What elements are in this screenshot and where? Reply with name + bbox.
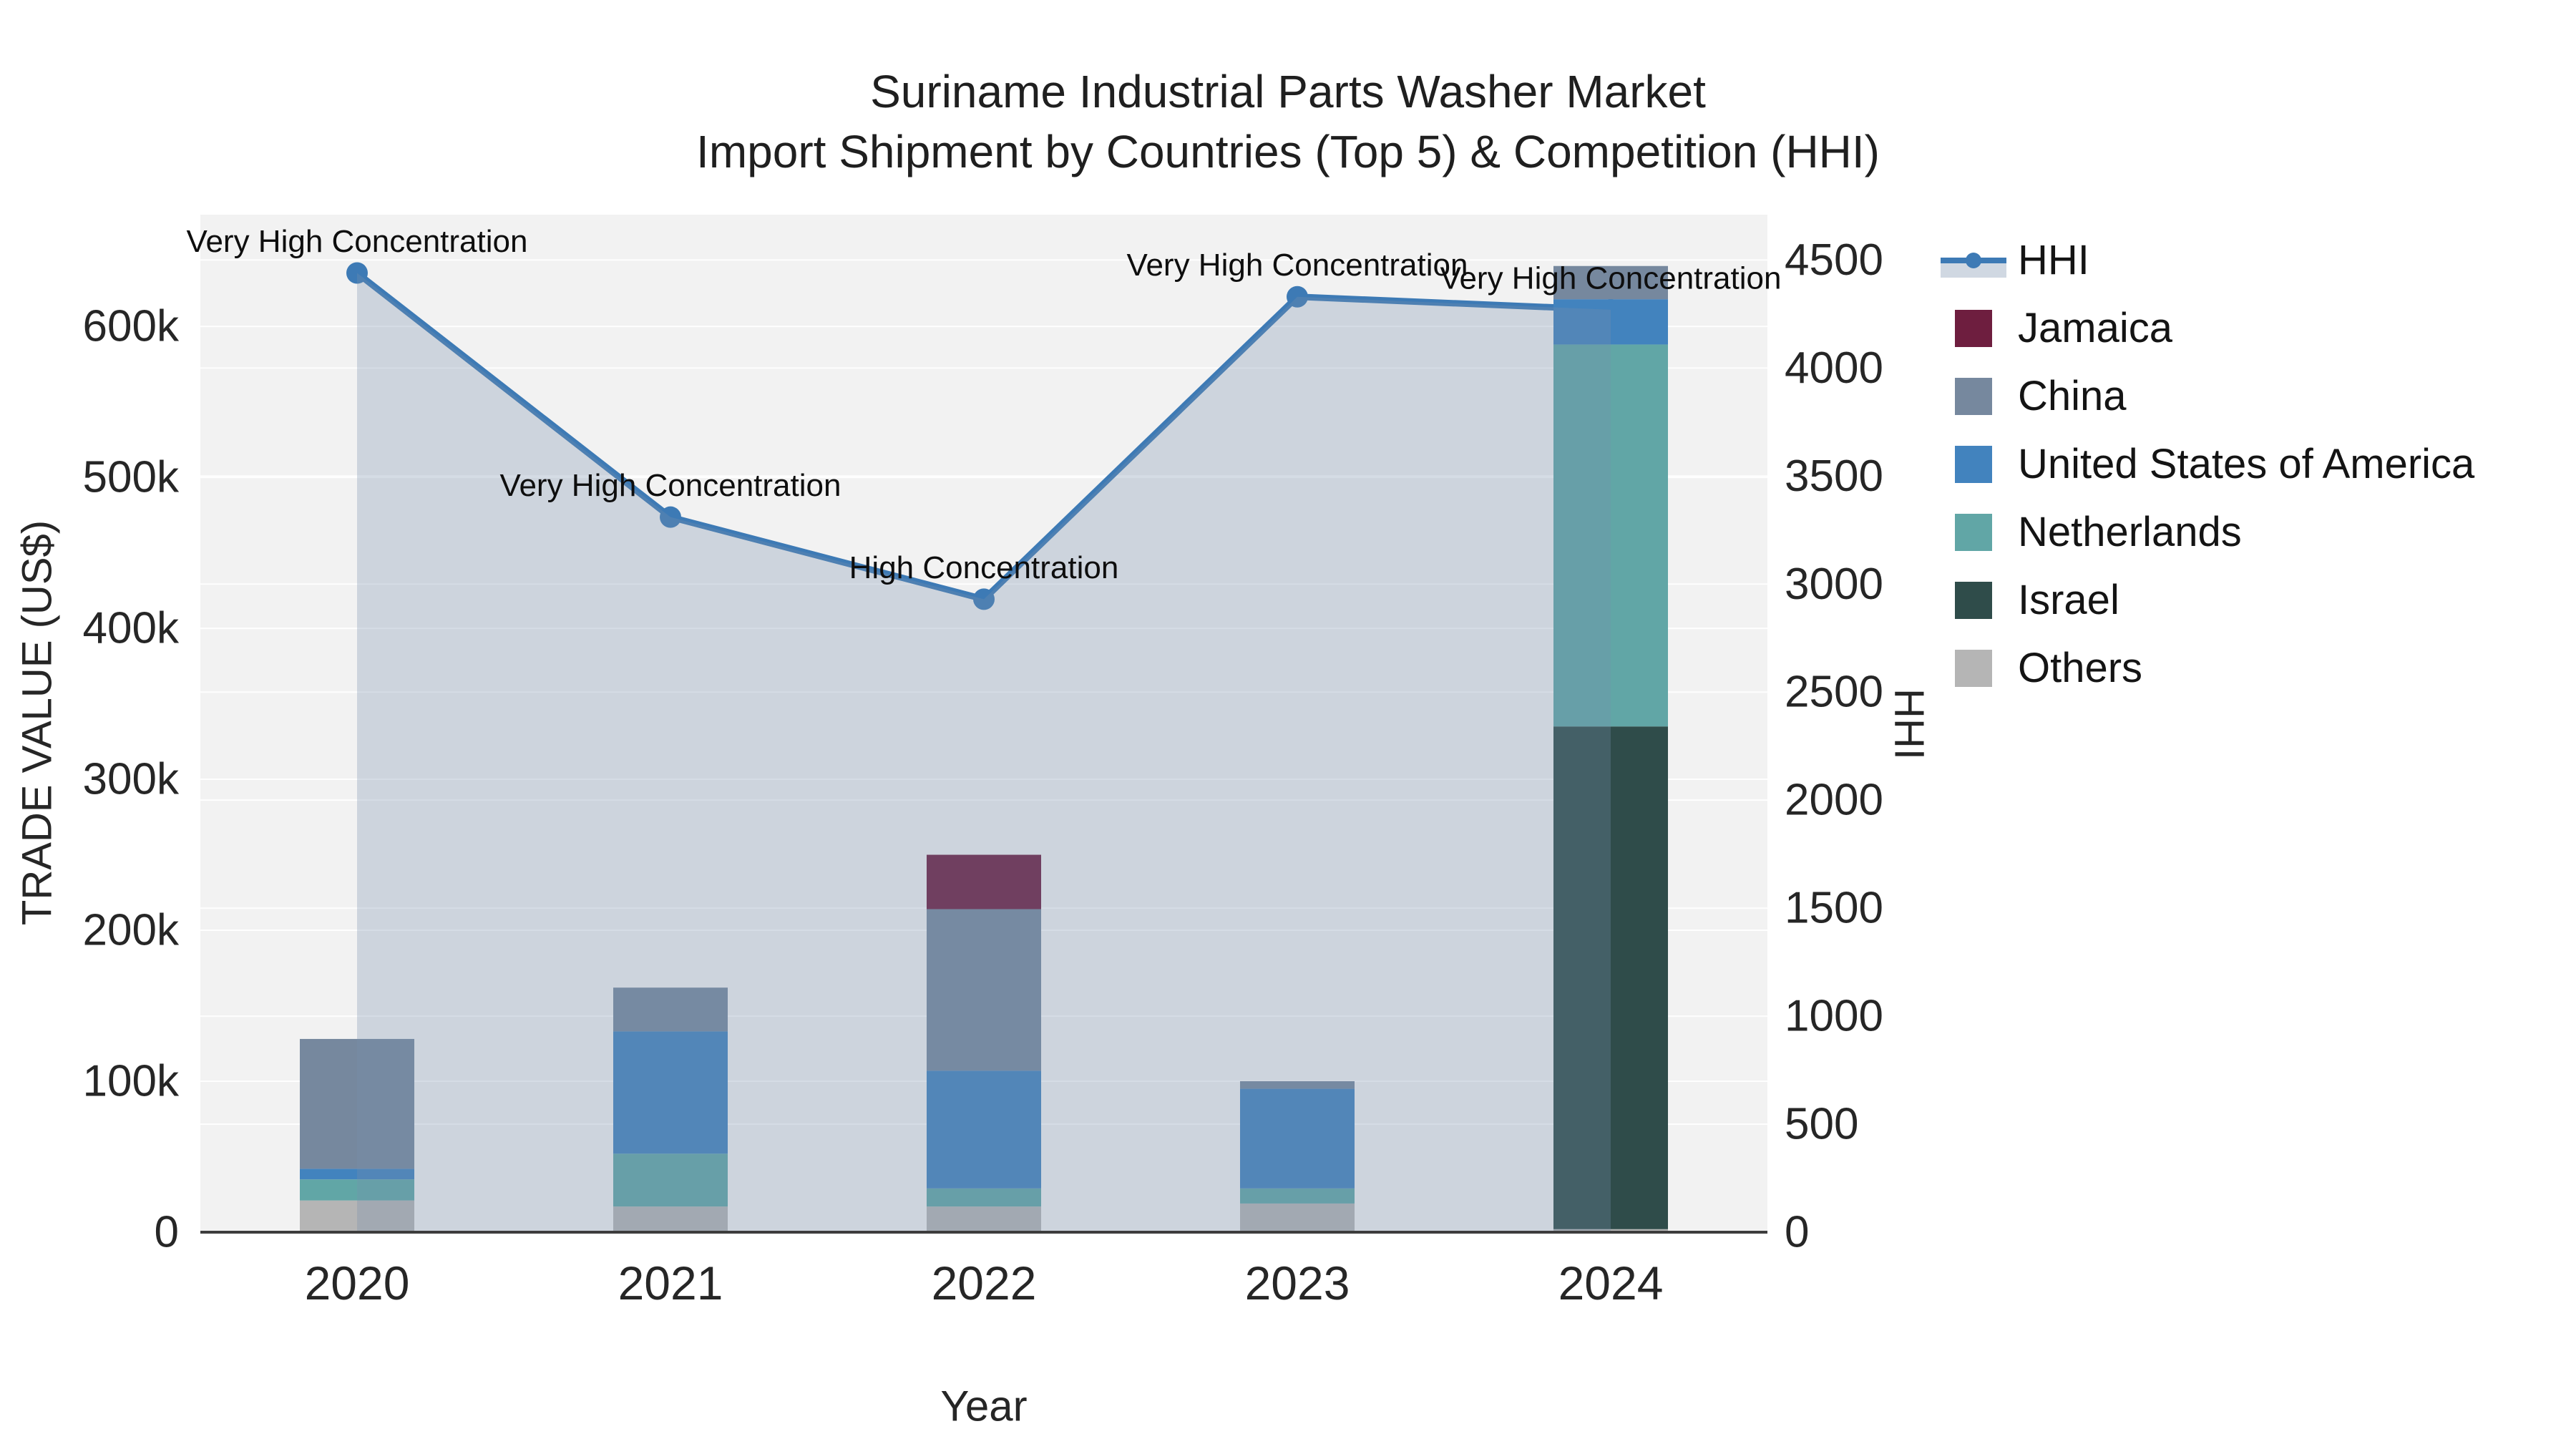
- y-left-tick-400k: 400k: [83, 604, 180, 653]
- annotation-2020: Very High Concentration: [187, 224, 528, 259]
- y-right-tick-4000: 4000: [1785, 343, 1883, 393]
- y-left-tick-200k: 200k: [83, 906, 180, 955]
- gridlines: [200, 259, 1767, 1126]
- legend-swatch-icon: [1955, 581, 1992, 619]
- annotation-2021: Very High Concentration: [500, 468, 841, 503]
- legend-swatch-icon: [1955, 309, 1992, 347]
- bar-segment-2023-united-states-of-america: [1240, 1088, 1355, 1189]
- legend-item-others[interactable]: Others: [1941, 634, 2474, 702]
- legend-swatch-icon: [1955, 649, 1992, 687]
- bar-segment-2021-united-states-of-america: [613, 1031, 728, 1154]
- y-axis-title-left: TRADE VALUE (US$): [14, 519, 61, 926]
- bar-segment-2022-china: [927, 909, 1041, 1071]
- bar-segment-2024-netherlands: [1553, 344, 1668, 727]
- bar-segment-2021-china: [613, 987, 728, 1032]
- legend-item-jamaica[interactable]: Jamaica: [1941, 294, 2474, 362]
- hhi-marker-2021: [660, 506, 681, 528]
- legend: HHI Jamaica China United States of America N…: [1941, 226, 2474, 702]
- chart-title-line1: Suriname Industrial Parts Washer Market: [870, 66, 1706, 117]
- x-axis-title: Year: [940, 1382, 1028, 1430]
- legend-swatch-wrap: [1941, 513, 2006, 551]
- hhi-marker-2022: [973, 588, 995, 610]
- legend-label: HHI: [2018, 237, 2089, 283]
- x-tick-2021: 2021: [618, 1257, 723, 1309]
- bar-segment-2022-jamaica: [927, 854, 1041, 909]
- bar-segment-2022-united-states-of-america: [927, 1070, 1041, 1189]
- y-right-tick-2000: 2000: [1785, 776, 1883, 825]
- y-right-tick-500: 500: [1785, 1100, 1858, 1149]
- legend-label: United States of America: [2018, 441, 2475, 487]
- y-right-tick-1500: 1500: [1785, 884, 1883, 933]
- y-right-tick-4500: 4500: [1785, 235, 1883, 285]
- annotation-2024: Very High Concentration: [1440, 260, 1782, 296]
- y-right-tick-1000: 1000: [1785, 992, 1883, 1041]
- x-tick-2020: 2020: [305, 1257, 410, 1309]
- y-right-tick-3500: 3500: [1785, 452, 1883, 501]
- y-left-tick-100k: 100k: [83, 1057, 180, 1106]
- legend-label: China: [2018, 373, 2127, 419]
- bar-segment-2023-others: [1240, 1203, 1355, 1232]
- chart-title-line2: Import Shipment by Countries (Top 5) & C…: [696, 126, 1880, 177]
- bar-segment-2022-others: [927, 1206, 1041, 1232]
- bar-segment-2023-china: [1240, 1081, 1355, 1089]
- bar-segment-2024-israel: [1553, 726, 1668, 1229]
- legend-swatch-icon: [1955, 513, 1992, 551]
- legend-swatch-icon: [1955, 445, 1992, 483]
- x-tick-2022: 2022: [932, 1257, 1037, 1309]
- legend-item-china[interactable]: China: [1941, 362, 2474, 430]
- legend-item-netherlands[interactable]: Netherlands: [1941, 498, 2474, 566]
- x-tick-2023: 2023: [1245, 1257, 1350, 1309]
- legend-swatch-wrap: [1941, 581, 2006, 619]
- hhi-legend-glyph-icon: [1941, 239, 2006, 282]
- legend-swatch-wrap: [1941, 649, 2006, 687]
- legend-label: Israel: [2018, 577, 2119, 623]
- y-left-tick-500k: 500k: [83, 453, 180, 502]
- y-right-tick-3000: 3000: [1785, 560, 1883, 609]
- bar-segment-2024-china: [1553, 265, 1668, 300]
- annotation-2022: High Concentration: [849, 550, 1119, 585]
- legend-swatch-icon: [1955, 377, 1992, 415]
- y-left-tick-300k: 300k: [83, 755, 180, 804]
- bar-segment-2024-united-states-of-america: [1553, 299, 1668, 345]
- bar-segment-2023-netherlands: [1240, 1188, 1355, 1204]
- y-right-tick-0: 0: [1785, 1208, 1809, 1257]
- bar-segment-2022-netherlands: [927, 1188, 1041, 1207]
- y-right-tick-2500: 2500: [1785, 668, 1883, 717]
- legend-item-hhi[interactable]: HHI: [1941, 226, 2474, 294]
- bar-segment-2020-china: [300, 1038, 414, 1169]
- bars: [300, 265, 1668, 1232]
- x-tick-2024: 2024: [1558, 1257, 1664, 1309]
- bar-segment-2020-others: [300, 1200, 414, 1232]
- legend-item-united-states-of-america[interactable]: United States of America: [1941, 430, 2474, 498]
- legend-swatch-wrap: [1941, 309, 2006, 347]
- y-left-tick-0: 0: [155, 1208, 179, 1257]
- legend-item-israel[interactable]: Israel: [1941, 566, 2474, 634]
- y-axis-title-right: HHI: [1885, 688, 1933, 760]
- legend-label: Jamaica: [2018, 305, 2172, 351]
- legend-label: Others: [2018, 645, 2143, 691]
- annotation-2023: Very High Concentration: [1127, 248, 1468, 283]
- hhi-marker-2023: [1287, 286, 1308, 308]
- legend-label: Netherlands: [2018, 509, 2242, 555]
- bar-segment-2020-netherlands: [300, 1179, 414, 1201]
- bar-segment-2021-netherlands: [613, 1153, 728, 1207]
- legend-swatch-wrap: [1941, 445, 2006, 483]
- legend-swatch-wrap: [1941, 377, 2006, 415]
- bar-segment-2024-others: [1553, 1229, 1668, 1232]
- bar-segment-2020-united-states-of-america: [300, 1169, 414, 1180]
- y-left-tick-600k: 600k: [83, 302, 180, 351]
- chart-title: Suriname Industrial Parts Washer Market …: [0, 62, 2576, 182]
- bar-segment-2021-others: [613, 1206, 728, 1232]
- hhi-marker-2020: [346, 262, 368, 284]
- hhi-area-fill: [357, 273, 1611, 1233]
